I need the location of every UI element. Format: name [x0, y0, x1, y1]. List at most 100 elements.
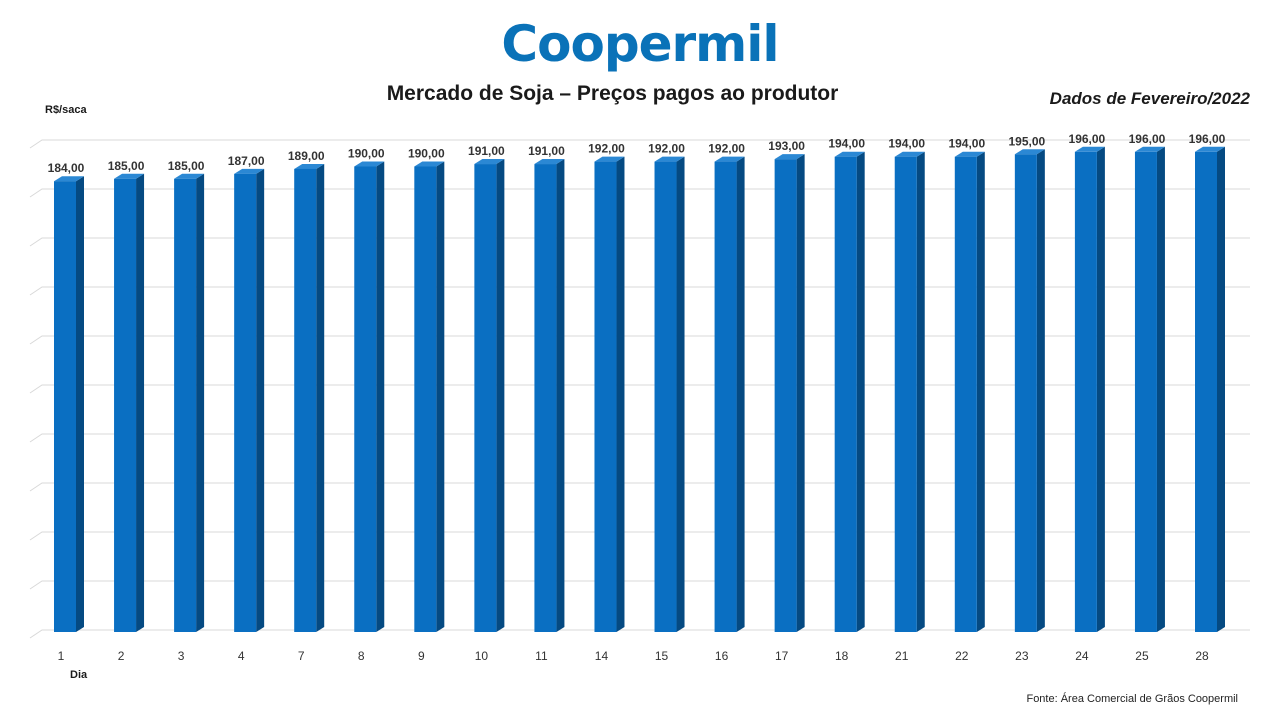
bar-15 — [654, 161, 677, 632]
bar-top-22 — [954, 151, 985, 157]
value-label-24: 196,00 — [1069, 132, 1106, 146]
gridline — [29, 188, 1250, 198]
bar-side-28 — [1217, 146, 1225, 633]
x-tick-label-11: 11 — [535, 649, 548, 663]
value-label-22: 194,00 — [948, 137, 985, 151]
bar-top-15 — [654, 156, 685, 162]
value-label-14: 192,00 — [588, 142, 625, 156]
bar-17 — [774, 159, 797, 632]
bar-3 — [174, 178, 197, 632]
x-tick-label-22: 22 — [955, 649, 969, 663]
value-label-28: 196,00 — [1189, 132, 1226, 146]
bar-2 — [114, 178, 137, 632]
bar-top-24 — [1074, 146, 1105, 152]
bar-10 — [474, 164, 497, 633]
x-tick-label-7: 7 — [298, 649, 305, 663]
value-label-2: 185,00 — [108, 159, 145, 173]
bar-top-16 — [714, 156, 745, 162]
chart-title: Mercado de Soja – Preços pagos ao produt… — [386, 82, 839, 105]
bar-9 — [414, 166, 437, 632]
coopermil-logo: Coopermil — [0, 14, 1280, 74]
x-tick-label-28: 28 — [1195, 649, 1209, 663]
bar-top-23 — [1014, 149, 1045, 155]
bar-side-11 — [556, 159, 565, 633]
bar-28 — [1195, 151, 1217, 633]
bar-side-2 — [136, 173, 145, 632]
value-label-8: 190,00 — [348, 147, 385, 161]
bar-side-22 — [976, 151, 985, 632]
gridline — [29, 139, 1250, 149]
gridline — [29, 286, 1250, 296]
bar-top-28 — [1195, 146, 1225, 152]
bar-25 — [1134, 151, 1157, 633]
x-tick-label-18: 18 — [835, 649, 849, 663]
source-note: Fonte: Área Comercial de Grãos Coopermil — [1026, 693, 1238, 705]
bar-side-18 — [856, 151, 865, 632]
value-label-10: 191,00 — [468, 144, 505, 158]
bar-top-2 — [114, 173, 145, 179]
bar-7 — [294, 168, 317, 632]
bar-14 — [594, 161, 617, 632]
value-label-21: 194,00 — [888, 137, 925, 151]
bar-top-4 — [234, 168, 265, 174]
x-tick-label-17: 17 — [775, 649, 789, 663]
gridline — [29, 335, 1250, 345]
bar-side-10 — [496, 159, 505, 633]
value-label-23: 195,00 — [1008, 134, 1045, 148]
bar-top-7 — [294, 163, 325, 169]
x-tick-label-3: 3 — [178, 649, 185, 663]
bar-side-25 — [1156, 146, 1165, 633]
value-label-11: 191,00 — [528, 144, 565, 158]
x-tick-label-25: 25 — [1135, 649, 1149, 663]
x-axis-label: Dia — [70, 669, 88, 681]
gridline — [29, 629, 1250, 639]
x-tick-label-14: 14 — [595, 649, 609, 663]
value-label-1: 184,00 — [48, 161, 85, 175]
bar-side-17 — [796, 154, 805, 632]
value-label-9: 190,00 — [408, 147, 445, 161]
logo-text: Coopermil — [501, 15, 779, 73]
bar-side-23 — [1036, 149, 1045, 632]
bar-23 — [1014, 154, 1037, 632]
bar-side-7 — [316, 163, 325, 632]
gridline — [29, 237, 1250, 247]
x-tick-label-10: 10 — [475, 649, 489, 663]
value-label-3: 185,00 — [168, 159, 205, 173]
bar-top-17 — [774, 154, 805, 160]
x-tick-label-16: 16 — [715, 649, 729, 663]
bar-top-18 — [834, 151, 865, 157]
bar-side-15 — [676, 156, 685, 632]
gridline — [29, 531, 1250, 541]
value-label-17: 193,00 — [768, 139, 805, 153]
bar-top-8 — [354, 161, 385, 167]
value-label-4: 187,00 — [228, 154, 265, 168]
x-tick-label-8: 8 — [358, 649, 365, 663]
bar-top-3 — [174, 173, 205, 179]
gridline — [29, 433, 1250, 443]
y-axis-label: R$/saca — [45, 104, 87, 116]
bar-side-14 — [616, 156, 625, 632]
bar-side-9 — [436, 161, 445, 632]
bar-18 — [834, 156, 857, 632]
value-label-7: 189,00 — [288, 149, 325, 163]
value-label-25: 196,00 — [1129, 132, 1166, 146]
bar-top-11 — [534, 159, 565, 165]
bar-side-4 — [256, 168, 265, 632]
bar-side-8 — [376, 161, 385, 632]
value-label-15: 192,00 — [648, 142, 685, 156]
bar-top-25 — [1134, 146, 1165, 152]
x-tick-label-9: 9 — [418, 649, 425, 663]
bar-22 — [954, 156, 977, 632]
bar-side-1 — [76, 176, 84, 632]
value-label-16: 192,00 — [708, 142, 745, 156]
bar-top-14 — [594, 156, 625, 162]
x-tick-label-2: 2 — [118, 649, 125, 663]
bar-1 — [54, 181, 76, 632]
bar-24 — [1074, 151, 1097, 633]
x-tick-label-1: 1 — [58, 649, 65, 663]
x-tick-label-15: 15 — [655, 649, 669, 663]
bar-side-21 — [916, 151, 925, 632]
bar-top-21 — [894, 151, 925, 157]
x-tick-label-4: 4 — [238, 649, 245, 663]
